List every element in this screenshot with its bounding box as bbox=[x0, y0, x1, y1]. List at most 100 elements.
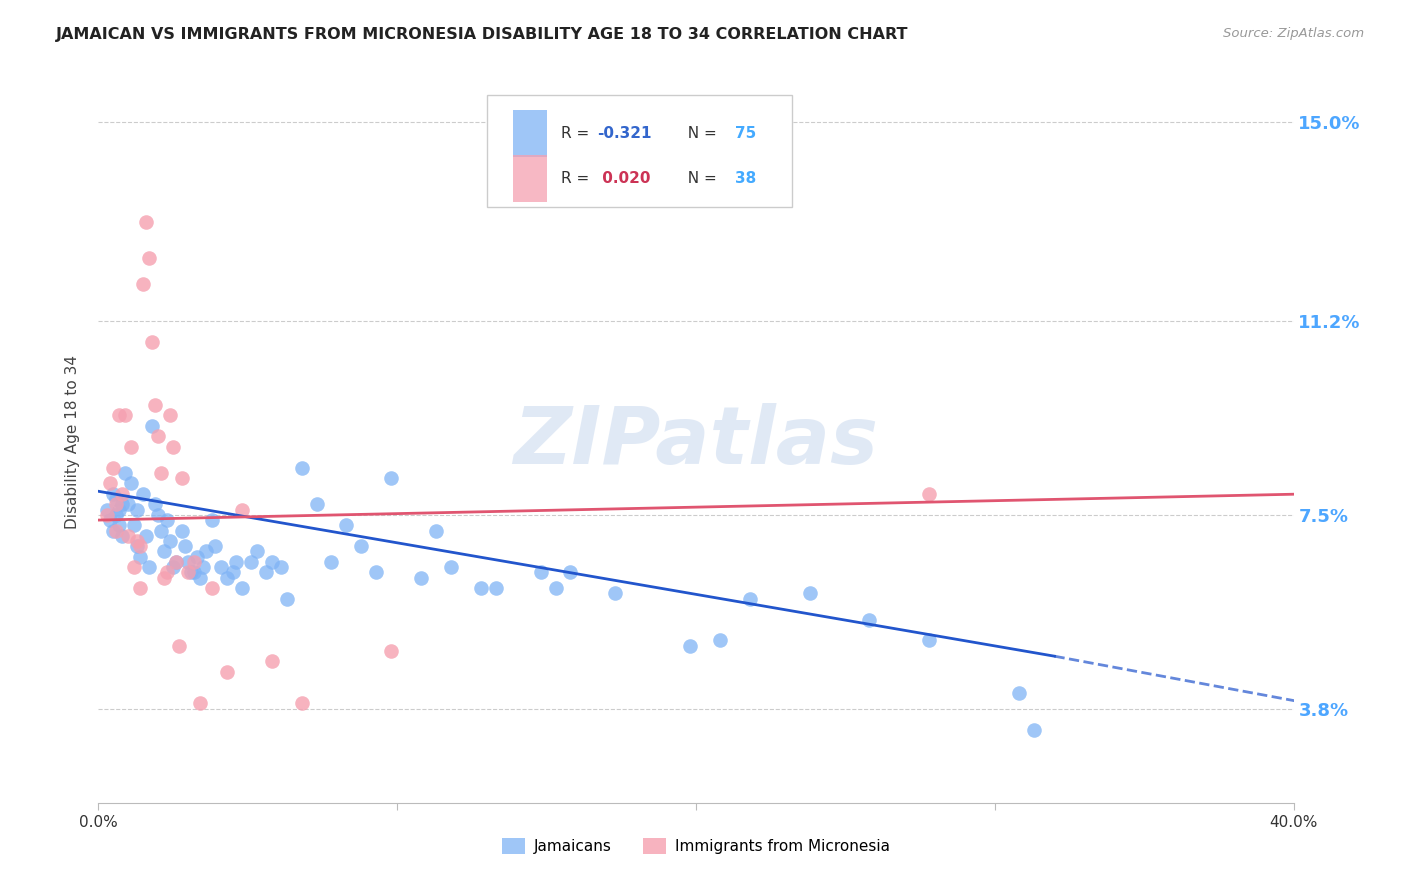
Point bbox=[162, 440, 184, 454]
Point bbox=[124, 518, 146, 533]
Point bbox=[174, 539, 197, 553]
Point bbox=[858, 613, 880, 627]
Point bbox=[156, 566, 179, 580]
Text: 0.020: 0.020 bbox=[596, 170, 651, 186]
Point bbox=[124, 560, 146, 574]
Point bbox=[162, 560, 184, 574]
Point bbox=[180, 566, 202, 580]
Point bbox=[201, 513, 224, 527]
Text: 75: 75 bbox=[735, 126, 756, 141]
Point bbox=[201, 581, 224, 595]
Point bbox=[127, 539, 149, 553]
Point bbox=[167, 639, 190, 653]
Point bbox=[605, 586, 627, 600]
Point bbox=[260, 655, 283, 669]
Point bbox=[165, 555, 187, 569]
Point bbox=[225, 555, 247, 569]
Point bbox=[183, 566, 205, 580]
Point bbox=[366, 566, 388, 580]
Point bbox=[260, 555, 283, 569]
Point bbox=[470, 581, 492, 595]
Point bbox=[544, 581, 567, 595]
Point bbox=[231, 502, 253, 516]
Point bbox=[111, 497, 134, 511]
Point bbox=[103, 460, 125, 475]
Point bbox=[127, 534, 149, 549]
Point bbox=[98, 513, 122, 527]
Point bbox=[177, 566, 200, 580]
Point bbox=[132, 277, 155, 292]
Point bbox=[150, 524, 173, 538]
Point bbox=[183, 555, 205, 569]
Text: -0.321: -0.321 bbox=[596, 126, 651, 141]
Text: 38: 38 bbox=[735, 170, 756, 186]
Point bbox=[177, 555, 200, 569]
Point bbox=[103, 487, 125, 501]
Point bbox=[799, 586, 821, 600]
Text: ZIPatlas: ZIPatlas bbox=[513, 402, 879, 481]
Y-axis label: Disability Age 18 to 34: Disability Age 18 to 34 bbox=[65, 354, 80, 529]
Point bbox=[380, 644, 402, 658]
Text: R =: R = bbox=[561, 170, 595, 186]
Point bbox=[679, 639, 702, 653]
Point bbox=[305, 497, 328, 511]
Point bbox=[231, 581, 253, 595]
Point bbox=[204, 539, 226, 553]
Point bbox=[111, 487, 134, 501]
Point bbox=[117, 529, 139, 543]
Point bbox=[129, 581, 152, 595]
Point bbox=[195, 544, 218, 558]
Point bbox=[246, 544, 269, 558]
Point bbox=[148, 429, 170, 443]
Point bbox=[114, 466, 136, 480]
Point bbox=[222, 566, 245, 580]
Point bbox=[425, 524, 447, 538]
Point bbox=[215, 571, 238, 585]
Point bbox=[127, 502, 149, 516]
Point bbox=[105, 524, 128, 538]
Point bbox=[350, 539, 373, 553]
Point bbox=[186, 549, 208, 564]
Point bbox=[411, 571, 433, 585]
Point bbox=[215, 665, 238, 679]
Point bbox=[135, 214, 157, 228]
Point bbox=[129, 549, 152, 564]
Point bbox=[440, 560, 463, 574]
Point bbox=[120, 440, 142, 454]
Point bbox=[156, 513, 179, 527]
Point bbox=[1008, 686, 1031, 700]
Point bbox=[108, 502, 131, 516]
Point bbox=[143, 497, 166, 511]
Point bbox=[153, 571, 176, 585]
Point bbox=[918, 633, 941, 648]
Point bbox=[153, 544, 176, 558]
Point bbox=[530, 566, 553, 580]
Point bbox=[188, 696, 211, 710]
Point bbox=[105, 508, 128, 522]
Point bbox=[141, 334, 163, 349]
Point bbox=[291, 460, 314, 475]
Point bbox=[709, 633, 731, 648]
Point bbox=[335, 518, 357, 533]
Point bbox=[485, 581, 508, 595]
Text: R =: R = bbox=[561, 126, 595, 141]
Point bbox=[120, 476, 142, 491]
Point bbox=[150, 466, 173, 480]
Text: JAMAICAN VS IMMIGRANTS FROM MICRONESIA DISABILITY AGE 18 TO 34 CORRELATION CHART: JAMAICAN VS IMMIGRANTS FROM MICRONESIA D… bbox=[56, 27, 908, 42]
Point bbox=[738, 591, 761, 606]
Point bbox=[270, 560, 292, 574]
Point bbox=[138, 252, 160, 266]
Point bbox=[321, 555, 343, 569]
Point bbox=[291, 696, 314, 710]
Point bbox=[1022, 723, 1045, 737]
Point bbox=[148, 508, 170, 522]
Point bbox=[191, 560, 214, 574]
Point bbox=[380, 471, 402, 485]
Point bbox=[239, 555, 262, 569]
Text: N =: N = bbox=[678, 126, 721, 141]
Point bbox=[172, 524, 194, 538]
Point bbox=[135, 529, 157, 543]
Point bbox=[108, 409, 131, 423]
FancyBboxPatch shape bbox=[486, 95, 792, 207]
Point bbox=[159, 534, 181, 549]
